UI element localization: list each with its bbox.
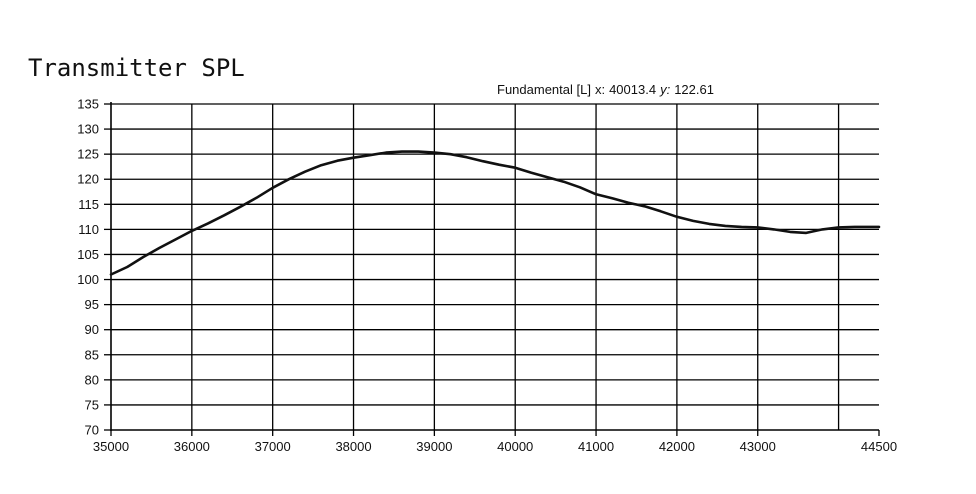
readout-x-value: 40013.4 [609,82,657,97]
y-tick-label: 110 [78,222,99,237]
x-tick-label: 43000 [740,439,776,454]
x-tick-label: 41000 [578,439,614,454]
y-tick-label: 90 [85,322,99,337]
x-tick-label: 42000 [659,439,695,454]
x-tick-label: 37000 [255,439,291,454]
y-tick-label: 85 [85,347,99,362]
x-tick-label: 39000 [416,439,452,454]
y-tick-label: 115 [78,197,99,212]
y-tick-label: 100 [77,272,99,287]
x-tick-label: 44500 [861,439,897,454]
y-tick-label: 80 [85,372,99,387]
y-tick-label: 70 [85,423,99,438]
y-tick-label: 105 [77,247,99,262]
x-tick-label: 40000 [497,439,533,454]
y-tick-label: 135 [77,97,99,112]
readout-y-label: y: [660,82,671,97]
y-tick-label: 75 [85,397,99,412]
x-tick-label: 36000 [174,439,210,454]
x-tick-label: 38000 [335,439,371,454]
readout-series-label: Fundamental [L] [497,82,591,97]
series-line [109,150,881,276]
y-tick-label: 130 [77,122,99,137]
readout-y-value: 122.61 [674,82,714,97]
y-tick-label: 95 [85,297,99,312]
x-tick-label: 35000 [93,439,129,454]
y-tick-label: 120 [77,172,99,187]
cursor-readout: Fundamental [L] x: 40013.4 y: 122.61 [497,82,718,97]
chart-title: Transmitter SPL [28,54,245,82]
readout-x-label: x: [594,82,606,97]
y-tick-label: 125 [77,147,99,162]
